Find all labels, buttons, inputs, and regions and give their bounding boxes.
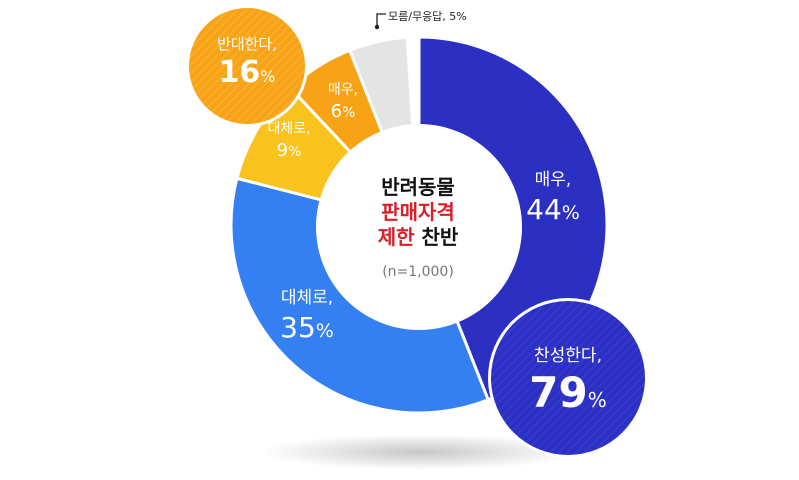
segment-label-somewhat-disagree: 대체로, 9% xyxy=(267,121,311,161)
segment-label-very-agree: 매우, 44% xyxy=(526,170,580,226)
disagree-bubble xyxy=(189,8,305,124)
no-answer-label: 모름/무응답, 5% xyxy=(388,10,467,23)
sample-size: (n=1,000) xyxy=(382,264,454,280)
chart-title: 반려동물 판매자격 제한 찬반 (n=1,000) xyxy=(318,175,518,285)
chart-shadow xyxy=(260,434,580,470)
agree-total-label: 찬성한다, 79% xyxy=(529,346,607,417)
segment-label-somewhat-agree: 대체로, 35% xyxy=(280,288,334,344)
na-leader-line xyxy=(374,13,386,30)
disagree-total-label: 반대한다, 16% xyxy=(217,35,277,90)
agree-bubble xyxy=(491,301,645,455)
donut-hole xyxy=(316,124,522,330)
segment-label-very-disagree: 매우, 6% xyxy=(327,82,359,122)
